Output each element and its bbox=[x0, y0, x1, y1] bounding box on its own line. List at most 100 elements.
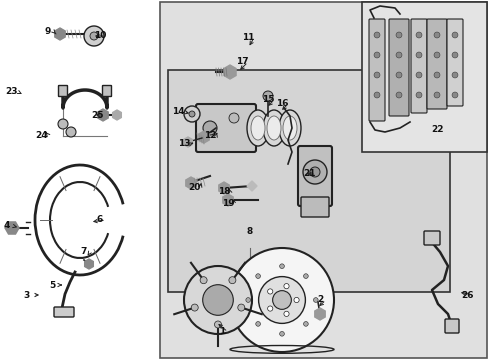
Text: 16: 16 bbox=[275, 99, 287, 108]
Circle shape bbox=[255, 274, 260, 278]
Circle shape bbox=[433, 52, 439, 58]
Circle shape bbox=[395, 72, 401, 78]
Text: 9: 9 bbox=[45, 27, 51, 36]
Circle shape bbox=[90, 32, 98, 40]
Circle shape bbox=[309, 167, 319, 177]
Circle shape bbox=[451, 32, 457, 38]
Circle shape bbox=[229, 248, 333, 352]
Circle shape bbox=[373, 52, 379, 58]
Circle shape bbox=[433, 32, 439, 38]
FancyBboxPatch shape bbox=[388, 19, 408, 116]
Circle shape bbox=[293, 297, 299, 303]
Circle shape bbox=[284, 284, 288, 289]
Text: 2: 2 bbox=[316, 296, 323, 305]
Text: 24: 24 bbox=[36, 130, 48, 139]
FancyBboxPatch shape bbox=[301, 197, 328, 217]
Circle shape bbox=[284, 311, 288, 316]
Circle shape bbox=[415, 52, 421, 58]
Text: 8: 8 bbox=[246, 228, 253, 237]
Circle shape bbox=[279, 264, 284, 269]
Circle shape bbox=[451, 52, 457, 58]
Circle shape bbox=[255, 321, 260, 326]
Bar bbox=[361, 2, 486, 152]
Text: 22: 22 bbox=[430, 126, 442, 135]
Circle shape bbox=[203, 121, 217, 135]
Text: 10: 10 bbox=[94, 31, 106, 40]
Circle shape bbox=[279, 332, 284, 336]
Circle shape bbox=[272, 291, 291, 309]
Circle shape bbox=[303, 160, 326, 184]
FancyBboxPatch shape bbox=[196, 104, 256, 152]
Ellipse shape bbox=[246, 110, 268, 146]
Circle shape bbox=[303, 321, 307, 326]
Text: 3: 3 bbox=[24, 291, 30, 300]
Text: 7: 7 bbox=[81, 248, 87, 256]
Circle shape bbox=[237, 304, 244, 311]
Text: 18: 18 bbox=[217, 188, 230, 197]
Circle shape bbox=[433, 72, 439, 78]
Circle shape bbox=[395, 32, 401, 38]
Circle shape bbox=[267, 289, 272, 294]
Text: 5: 5 bbox=[49, 280, 55, 289]
FancyBboxPatch shape bbox=[102, 85, 111, 96]
Circle shape bbox=[214, 321, 221, 328]
Circle shape bbox=[313, 298, 318, 302]
Circle shape bbox=[415, 92, 421, 98]
Circle shape bbox=[189, 111, 195, 117]
Circle shape bbox=[395, 52, 401, 58]
Circle shape bbox=[303, 274, 307, 278]
Circle shape bbox=[183, 106, 200, 122]
FancyBboxPatch shape bbox=[446, 19, 462, 106]
Circle shape bbox=[373, 32, 379, 38]
Circle shape bbox=[415, 72, 421, 78]
Circle shape bbox=[373, 92, 379, 98]
Text: 25: 25 bbox=[92, 111, 104, 120]
Ellipse shape bbox=[279, 110, 301, 146]
Circle shape bbox=[58, 119, 68, 129]
Circle shape bbox=[433, 92, 439, 98]
Text: 1: 1 bbox=[219, 328, 224, 337]
Text: 12: 12 bbox=[203, 131, 216, 140]
Circle shape bbox=[451, 92, 457, 98]
Text: 6: 6 bbox=[97, 216, 103, 225]
Bar bbox=[160, 2, 486, 358]
Circle shape bbox=[415, 32, 421, 38]
Circle shape bbox=[228, 113, 239, 123]
Circle shape bbox=[373, 72, 379, 78]
Text: 20: 20 bbox=[187, 184, 200, 193]
Circle shape bbox=[263, 91, 272, 101]
Text: 4: 4 bbox=[4, 221, 10, 230]
Text: 13: 13 bbox=[177, 139, 190, 148]
FancyBboxPatch shape bbox=[426, 19, 446, 109]
Circle shape bbox=[245, 298, 250, 302]
Circle shape bbox=[203, 285, 233, 315]
Ellipse shape bbox=[250, 116, 264, 140]
Circle shape bbox=[258, 276, 305, 323]
Circle shape bbox=[66, 127, 76, 137]
Circle shape bbox=[228, 277, 235, 284]
Circle shape bbox=[451, 72, 457, 78]
Circle shape bbox=[191, 304, 198, 311]
Circle shape bbox=[395, 92, 401, 98]
Bar bbox=[168, 70, 449, 292]
Text: 19: 19 bbox=[221, 199, 234, 208]
Text: 14: 14 bbox=[171, 108, 184, 117]
Ellipse shape bbox=[266, 116, 281, 140]
Circle shape bbox=[84, 26, 104, 46]
Ellipse shape bbox=[283, 116, 296, 140]
Text: 15: 15 bbox=[261, 95, 274, 104]
Circle shape bbox=[200, 277, 207, 284]
FancyBboxPatch shape bbox=[59, 85, 67, 96]
Text: 26: 26 bbox=[461, 291, 473, 300]
FancyBboxPatch shape bbox=[54, 307, 74, 317]
Circle shape bbox=[267, 306, 272, 311]
FancyBboxPatch shape bbox=[410, 19, 426, 113]
Text: 17: 17 bbox=[235, 58, 248, 67]
FancyBboxPatch shape bbox=[444, 319, 458, 333]
Text: 11: 11 bbox=[241, 33, 254, 42]
FancyBboxPatch shape bbox=[297, 146, 331, 206]
FancyBboxPatch shape bbox=[368, 19, 384, 121]
FancyBboxPatch shape bbox=[423, 231, 439, 245]
Text: 23: 23 bbox=[6, 87, 18, 96]
Circle shape bbox=[183, 266, 251, 334]
